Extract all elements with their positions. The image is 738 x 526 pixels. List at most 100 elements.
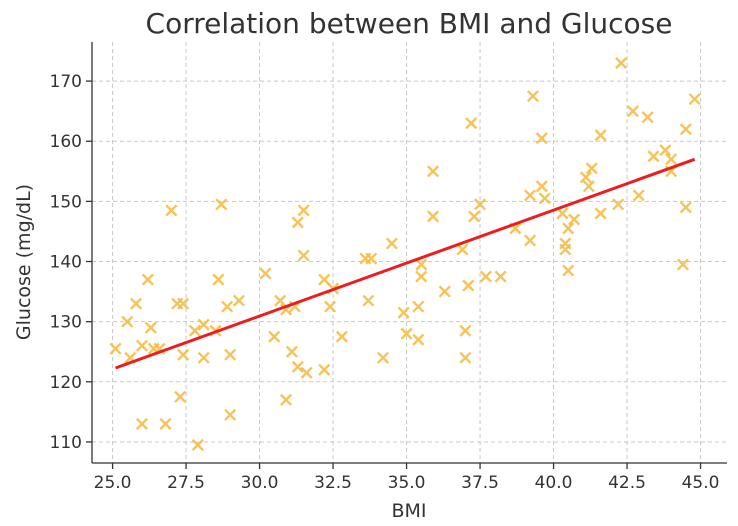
scatter-point bbox=[259, 267, 272, 280]
scatter-point bbox=[462, 279, 475, 292]
scatter-point bbox=[376, 351, 390, 364]
scatter-point bbox=[426, 210, 440, 223]
scatter-point bbox=[197, 351, 210, 364]
scatter-point bbox=[412, 333, 425, 346]
x-tick-label: 37.5 bbox=[461, 473, 499, 493]
scatter-point bbox=[426, 165, 440, 178]
scatter-point bbox=[494, 270, 507, 283]
scatter-point bbox=[197, 318, 210, 331]
y-tick-label: 110 bbox=[50, 433, 82, 453]
scatter-point bbox=[459, 351, 472, 364]
scatter-point bbox=[300, 366, 313, 379]
scatter-point bbox=[562, 264, 575, 277]
scatter-point bbox=[215, 198, 228, 211]
scatter-point bbox=[474, 198, 487, 211]
y-axis-ticks: 110 120 130 140 150 160 170 bbox=[50, 72, 92, 453]
scatter-point bbox=[109, 342, 122, 355]
y-axis-label: Glucose (mg/dL) bbox=[13, 184, 35, 340]
scatter-point bbox=[594, 129, 607, 142]
x-tick-label: 35.0 bbox=[388, 473, 426, 493]
scatter-point bbox=[523, 189, 537, 202]
x-axis-ticks: 25.0 27.5 30.0 32.5 35.0 37.5 40.0 42.5 45.0 bbox=[94, 463, 720, 493]
scatter-point bbox=[279, 393, 293, 406]
scatter-point bbox=[526, 90, 540, 103]
scatter-point bbox=[579, 171, 592, 184]
x-tick-label: 25.0 bbox=[94, 473, 132, 493]
x-tick-label: 32.5 bbox=[314, 473, 352, 493]
scatter-point bbox=[415, 258, 428, 271]
scatter-point bbox=[612, 198, 625, 211]
scatter-point bbox=[141, 273, 154, 286]
scatter-point bbox=[130, 297, 143, 310]
y-tick-label: 120 bbox=[50, 373, 82, 393]
scatter-point bbox=[274, 294, 287, 307]
y-tick-label: 160 bbox=[50, 132, 82, 152]
scatter-point bbox=[468, 210, 481, 223]
scatter-point bbox=[647, 150, 660, 163]
scatter-point bbox=[121, 315, 134, 328]
scatter-point bbox=[291, 216, 304, 229]
x-tick-label: 45.0 bbox=[682, 473, 720, 493]
scatter-point bbox=[456, 243, 469, 256]
scatter-point bbox=[538, 192, 551, 205]
scatter-point bbox=[559, 243, 572, 256]
scatter-point bbox=[641, 111, 654, 124]
scatter-point bbox=[535, 132, 548, 145]
scatter-point bbox=[556, 207, 569, 220]
scatter-point bbox=[144, 321, 157, 334]
scatter-point bbox=[632, 189, 645, 202]
scatter-point bbox=[594, 207, 607, 220]
scatter-point bbox=[318, 363, 331, 376]
scatter-point bbox=[459, 324, 472, 337]
y-tick-label: 150 bbox=[50, 192, 82, 212]
scatter-point bbox=[523, 234, 537, 247]
gridlines bbox=[92, 42, 727, 463]
scatter-point bbox=[285, 345, 298, 358]
scatter-point bbox=[679, 123, 692, 136]
scatter-point bbox=[335, 330, 348, 343]
scatter-point bbox=[232, 294, 246, 307]
scatter-point bbox=[177, 297, 190, 310]
scatter-point bbox=[626, 105, 639, 118]
scatter-point bbox=[174, 390, 187, 403]
scatter-point bbox=[224, 408, 237, 421]
scatter-point bbox=[318, 273, 331, 286]
scatter-point bbox=[465, 117, 478, 130]
scatter-point bbox=[291, 360, 304, 373]
x-tick-label: 30.0 bbox=[241, 473, 279, 493]
scatter-point bbox=[365, 252, 378, 265]
chart-title: Correlation between BMI and Glucose bbox=[146, 7, 673, 40]
scatter-point bbox=[438, 285, 451, 298]
scatter-point bbox=[679, 201, 692, 214]
scatter-point bbox=[188, 324, 201, 337]
scatter-point bbox=[665, 153, 678, 166]
scatter-point bbox=[362, 294, 375, 307]
scatter-point bbox=[191, 438, 204, 452]
scatter-point bbox=[221, 300, 234, 313]
scatter-point bbox=[479, 270, 492, 283]
x-axis-label: BMI bbox=[391, 500, 426, 522]
scatter-point bbox=[135, 339, 149, 352]
x-tick-label: 27.5 bbox=[167, 473, 205, 493]
y-tick-label: 170 bbox=[50, 72, 82, 92]
axes bbox=[91, 42, 727, 464]
scatter-points bbox=[109, 57, 701, 452]
scatter-point bbox=[585, 162, 598, 175]
scatter-point bbox=[676, 258, 689, 271]
trend-line bbox=[115, 157, 696, 370]
scatter-point bbox=[324, 300, 337, 313]
scatter-point bbox=[400, 327, 413, 340]
scatter-point bbox=[297, 204, 310, 217]
scatter-point bbox=[415, 270, 428, 283]
scatter-point bbox=[582, 180, 595, 193]
scatter-point bbox=[297, 249, 310, 262]
scatter-point bbox=[659, 144, 672, 157]
x-tick-label: 40.0 bbox=[535, 473, 573, 493]
x-tick-label: 42.5 bbox=[608, 473, 646, 493]
scatter-point bbox=[177, 348, 190, 361]
scatter-point bbox=[535, 180, 548, 193]
scatter-point bbox=[268, 330, 281, 343]
scatter-point bbox=[562, 222, 575, 235]
scatter-point bbox=[212, 273, 225, 286]
